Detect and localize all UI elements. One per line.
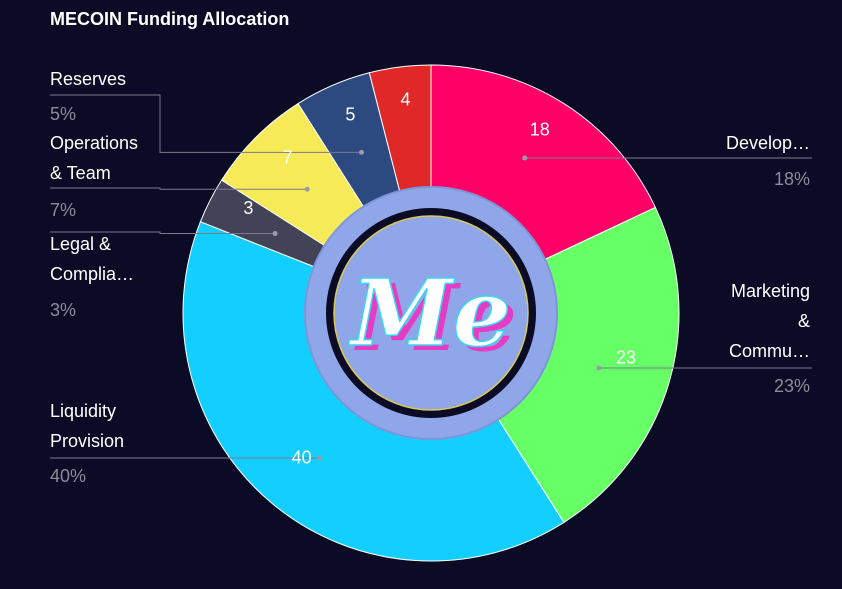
value-label-reserves: 5	[345, 105, 355, 125]
legend-label-marketing-line2: &	[797, 311, 810, 331]
legend-label-reserves: Reserves	[50, 69, 127, 89]
leader-reserves	[50, 94, 364, 155]
slices-group	[182, 64, 680, 562]
legend-label-marketing-line1: Marketing	[730, 281, 810, 301]
center-logo: Me Me	[304, 186, 558, 440]
logo-text-shadow: Me	[354, 264, 517, 372]
leader-operations	[50, 186, 310, 192]
value-label-liquidity: 40	[292, 447, 312, 467]
value-label-develop: 18	[530, 120, 550, 140]
legend-label-legal-line2: Complia…	[50, 264, 135, 284]
value-label-operations: 7	[282, 147, 292, 167]
leader-develop	[522, 155, 812, 161]
legend-label-operations-line2: & Team	[50, 163, 111, 183]
legend-percent-marketing: 23%	[773, 376, 810, 396]
leader-liquidity	[50, 455, 322, 461]
leader-lines-group	[50, 94, 812, 461]
legend-label-develop: Develop…	[725, 133, 810, 153]
legend-label-liquidity-line2: Provision	[50, 431, 125, 451]
value-label-other: 4	[401, 90, 411, 110]
legend-percent-legal: 3%	[50, 300, 77, 320]
legend-percent-develop: 18%	[773, 169, 810, 189]
value-labels-group: 18 23 40 3 7 5 4	[243, 90, 636, 468]
legend-percent-reserves: 5%	[50, 104, 77, 124]
value-label-marketing: 23	[616, 348, 636, 368]
value-label-legal: 3	[243, 198, 253, 218]
leader-legal	[50, 231, 278, 237]
chart-title: MECOIN Funding Allocation	[50, 9, 290, 29]
leader-marketing	[596, 365, 812, 371]
legend-label-legal-line1: Legal &	[50, 234, 112, 254]
legend-percent-operations: 7%	[50, 200, 77, 220]
legend-label-liquidity-line1: Liquidity	[50, 401, 117, 421]
legend-label-marketing-line3: Commu…	[728, 341, 810, 361]
legend-percent-liquidity: 40%	[50, 466, 87, 486]
legend-label-operations-line1: Operations	[50, 133, 139, 153]
logo-text: Me	[348, 259, 511, 367]
